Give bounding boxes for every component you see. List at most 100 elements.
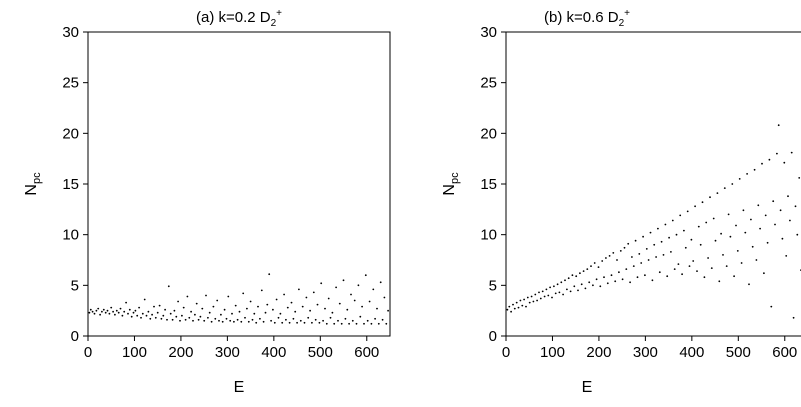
chart-b-point [566,288,568,291]
chart-b-point [744,231,747,234]
chart-b-point [636,276,639,279]
chart-b-point [718,280,721,283]
chart-b-frame [505,31,801,337]
chart-b-point [768,158,771,161]
chart-a-point [233,320,235,323]
chart-b-point [523,298,525,301]
chart-b-point [763,272,765,275]
chart-b-point [794,205,797,208]
chart-a-point [333,322,336,325]
chart-b-point [616,259,618,261]
chart-b-point [515,301,518,304]
chart-a-point [270,319,272,322]
chart-a-point [117,311,120,314]
chart-a-point [99,313,101,316]
chart-a-point [201,307,204,310]
chart-b-xtick-label: 500 [726,344,751,361]
chart-a-point [199,315,202,318]
chart-b-point [714,239,717,242]
chart-b-point [532,300,535,303]
chart-a-point [253,312,256,315]
chart-a-point [296,321,298,324]
chart-b-point [573,285,576,288]
chart-b-point [621,278,624,281]
chart-b-point [789,219,791,222]
chart-a-point [370,322,373,325]
chart-b-point [684,246,687,249]
chart-b-point [709,196,711,199]
chart-a-ytick-label: 10 [62,227,79,244]
chart-b-ytick-label: 15 [480,176,497,193]
chart-b-point [534,293,537,296]
chart-b-point [571,274,574,277]
chart-b-point [606,282,609,285]
chart-b-point [727,213,730,216]
chart-b-point [612,252,615,254]
chart-a-point [141,312,144,315]
chart-a-point [242,292,245,295]
chart-b-point [618,271,620,274]
chart-a-point [277,316,280,319]
chart-a-point [227,295,230,298]
chart-b-ytick-label: 30 [480,24,497,41]
chart-b-point [517,306,520,309]
chart-b-xlabel: E [582,379,593,396]
chart-b-point [792,316,795,319]
chart-b-point [742,209,745,212]
chart-b-point [569,290,572,293]
chart-a-point [368,300,371,303]
chart-a-point [121,314,124,317]
chart-b-point [597,266,600,268]
chart-a-point [275,298,278,301]
chart-b-point [770,305,773,308]
chart-a-point [177,300,180,303]
chart-b-point [673,268,676,270]
chart-a-point [320,282,323,285]
chart-b-point [657,227,659,230]
chart-a-point [216,299,219,302]
chart-a-point [184,318,187,321]
chart-a-point [197,318,200,321]
chart-a-point [240,320,243,323]
chart-a-frame [87,31,391,337]
chart-a-point [353,299,356,302]
chart-b-point [759,227,761,230]
chart-a-point [160,317,163,320]
chart-b-point [658,271,661,274]
chart-b-point [757,204,760,207]
chart-a-point [257,305,259,308]
chart-b-ytick-label: 10 [480,227,497,244]
chart-a-point [218,319,220,322]
chart-a-point [112,310,114,313]
chart-a-point [181,314,183,317]
chart-a-point [203,319,206,322]
chart-a-point [331,311,334,314]
chart-a-point [251,318,254,321]
chart-b-point [603,276,605,279]
chart-b-point [653,243,656,246]
chart-b-point [783,161,786,164]
chart-b-point [777,124,780,127]
chart-b-point [577,289,579,292]
chart-a-point [188,316,191,319]
chart-b-point [796,233,799,236]
chart-a-point [231,312,233,315]
chart-a-point [210,320,213,323]
chart-b-point [655,256,657,258]
chart-a-point [381,318,384,321]
chart-b-ytick-label: 25 [480,75,497,92]
chart-a-point [266,303,269,306]
chart-a-ylabel: Npc [23,172,43,196]
chart-b-point [634,239,637,242]
chart-b-point [632,265,635,267]
chart-b-point [746,173,748,175]
chart-b-point [681,273,683,276]
chart-a-point [363,322,365,325]
chart-b-point [588,281,591,284]
chart-b-point [549,286,551,289]
chart-a-point [136,314,139,317]
chart-b-point [521,304,524,307]
chart-b-point [738,178,741,180]
chart-b-point [614,280,617,283]
chart-b-point [642,235,644,238]
